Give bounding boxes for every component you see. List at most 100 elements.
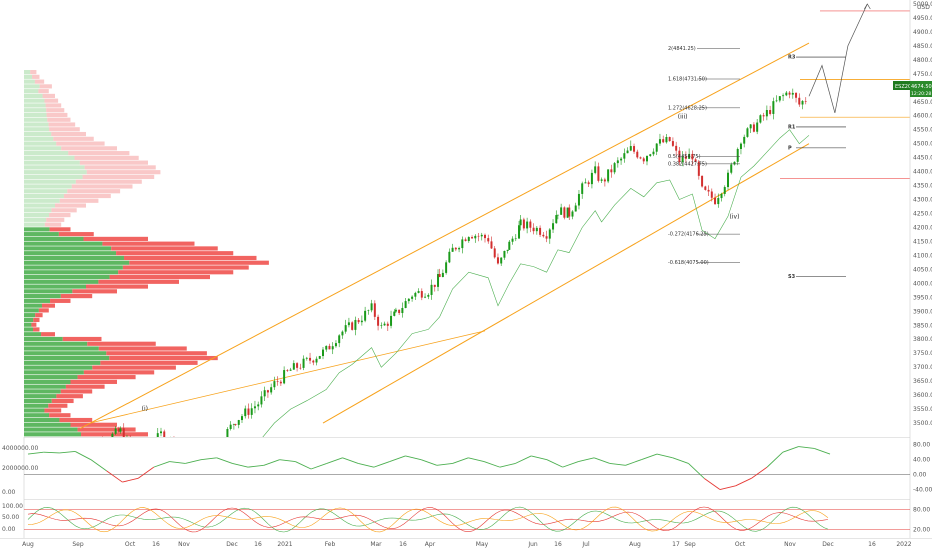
candle-body — [315, 358, 318, 363]
projection-line — [808, 3, 868, 113]
volume-profile-up-bar — [24, 379, 71, 384]
volume-profile-down-bar — [77, 427, 136, 432]
volume-profile-down-bar — [118, 270, 234, 275]
candle-body — [668, 137, 671, 142]
candle-body — [552, 223, 555, 230]
candle-body — [665, 137, 668, 143]
price-tick-label: 4800.00 — [913, 57, 932, 64]
candle-body — [600, 179, 603, 181]
osc1-segment — [531, 455, 548, 461]
candle-body — [649, 154, 652, 156]
volume-profile-up-bar — [24, 184, 72, 189]
volume-profile-up-bar — [24, 398, 52, 404]
volume-profile-down-bar — [65, 384, 105, 389]
volume-profile-down-bar — [74, 155, 139, 160]
candle-body — [474, 235, 477, 239]
candle-body — [694, 159, 697, 162]
volume-profile-down-bar — [48, 403, 68, 408]
candle-body — [430, 284, 433, 295]
volume-profile-up-bar — [24, 236, 84, 241]
volume-profile-down-bar — [87, 341, 156, 346]
osc1-segment — [106, 470, 123, 483]
candle-body — [464, 239, 467, 242]
volume-profile-down-bar — [111, 246, 218, 251]
osc1-segment — [766, 451, 784, 468]
candle-body — [526, 221, 529, 229]
volume-profile — [24, 70, 269, 437]
pivot-label: P — [788, 145, 792, 151]
volume-profile-up-bar — [24, 160, 80, 165]
volume-profile-up-bar — [24, 222, 45, 227]
candle-body — [318, 356, 321, 359]
volume-profile-up-bar — [24, 427, 78, 432]
osc1-segment — [200, 457, 217, 461]
candle-body — [451, 247, 454, 252]
volume-profile-down-bar — [83, 370, 155, 375]
countdown: 12:20:28 — [911, 91, 931, 97]
osc1-segment — [216, 457, 233, 464]
candle-body — [688, 153, 691, 159]
candle-body — [467, 237, 470, 242]
candle-body — [717, 198, 720, 205]
candle-body — [401, 307, 404, 314]
volume-profile-up-bar — [24, 193, 64, 199]
volume-profile-down-bar — [47, 117, 71, 122]
osc1-segment — [310, 462, 327, 470]
price-tick-label: 4500.00 — [913, 141, 932, 148]
osc1-segment — [342, 457, 359, 464]
candle-body — [420, 291, 423, 298]
candle-body — [163, 431, 166, 437]
volume-profile-down-bar — [81, 432, 148, 437]
candle-body — [263, 390, 266, 397]
osc1-segment — [27, 451, 44, 455]
volume-profile-up-bar — [24, 294, 61, 299]
candle-body — [354, 319, 357, 330]
volume-profile-down-bar — [61, 146, 117, 151]
candle-body — [331, 346, 334, 350]
osc1-segment — [499, 462, 516, 468]
osc1-segment — [279, 459, 296, 462]
candle-body — [226, 428, 229, 437]
candle-body — [633, 146, 636, 152]
volume-profile-down-bar — [62, 336, 102, 342]
price-tick-label: 4350.00 — [913, 183, 932, 190]
volume-profile-down-bar — [44, 408, 62, 413]
volume-profile-up-bar — [24, 403, 49, 408]
volume-profile-up-bar — [24, 232, 59, 237]
candle-body — [727, 172, 729, 188]
candle-body — [276, 381, 279, 382]
osc1-segment — [420, 459, 438, 466]
volume-profile-down-bar — [32, 327, 40, 332]
volume-profile-up-bar — [24, 303, 42, 308]
volume-profile-down-bar — [70, 422, 117, 427]
candle-body — [373, 303, 376, 317]
volume-profile-down-bar — [38, 308, 49, 313]
volume-profile-down-bar — [109, 355, 218, 361]
volume-profile-down-bar — [44, 98, 59, 103]
osc1-tick-label: 40.00 — [913, 457, 930, 464]
price-tick-label: 4100.00 — [913, 252, 932, 259]
osc1-segment — [578, 457, 595, 462]
candle-body — [613, 163, 616, 173]
candle-body — [111, 433, 114, 437]
volume-profile-down-bar — [56, 394, 83, 399]
candle-body — [684, 156, 687, 159]
time-tick-label: Nov — [784, 541, 796, 548]
price-tick-label: 4300.00 — [913, 197, 932, 204]
volume-profile-down-bar — [86, 170, 161, 175]
osc1-left-tick-label: 2000000.00 — [2, 465, 38, 472]
candle-body — [658, 139, 661, 144]
candle-body — [678, 150, 681, 163]
volume-profile-up-bar — [24, 189, 68, 194]
oscillator-2: 80.00 20.00 100.00 50.00 0.00 — [2, 503, 930, 533]
candle-body — [710, 191, 713, 198]
candle-body — [623, 153, 626, 159]
osc1-segment — [122, 477, 139, 483]
candle-body — [620, 158, 623, 161]
candle-body — [417, 291, 420, 293]
volume-profile-down-bar — [48, 122, 76, 127]
candle-body — [496, 257, 499, 264]
osc1-tick-label: -40.00 — [913, 487, 932, 494]
volume-profile-up-bar — [24, 308, 39, 313]
candle-body — [122, 428, 125, 437]
